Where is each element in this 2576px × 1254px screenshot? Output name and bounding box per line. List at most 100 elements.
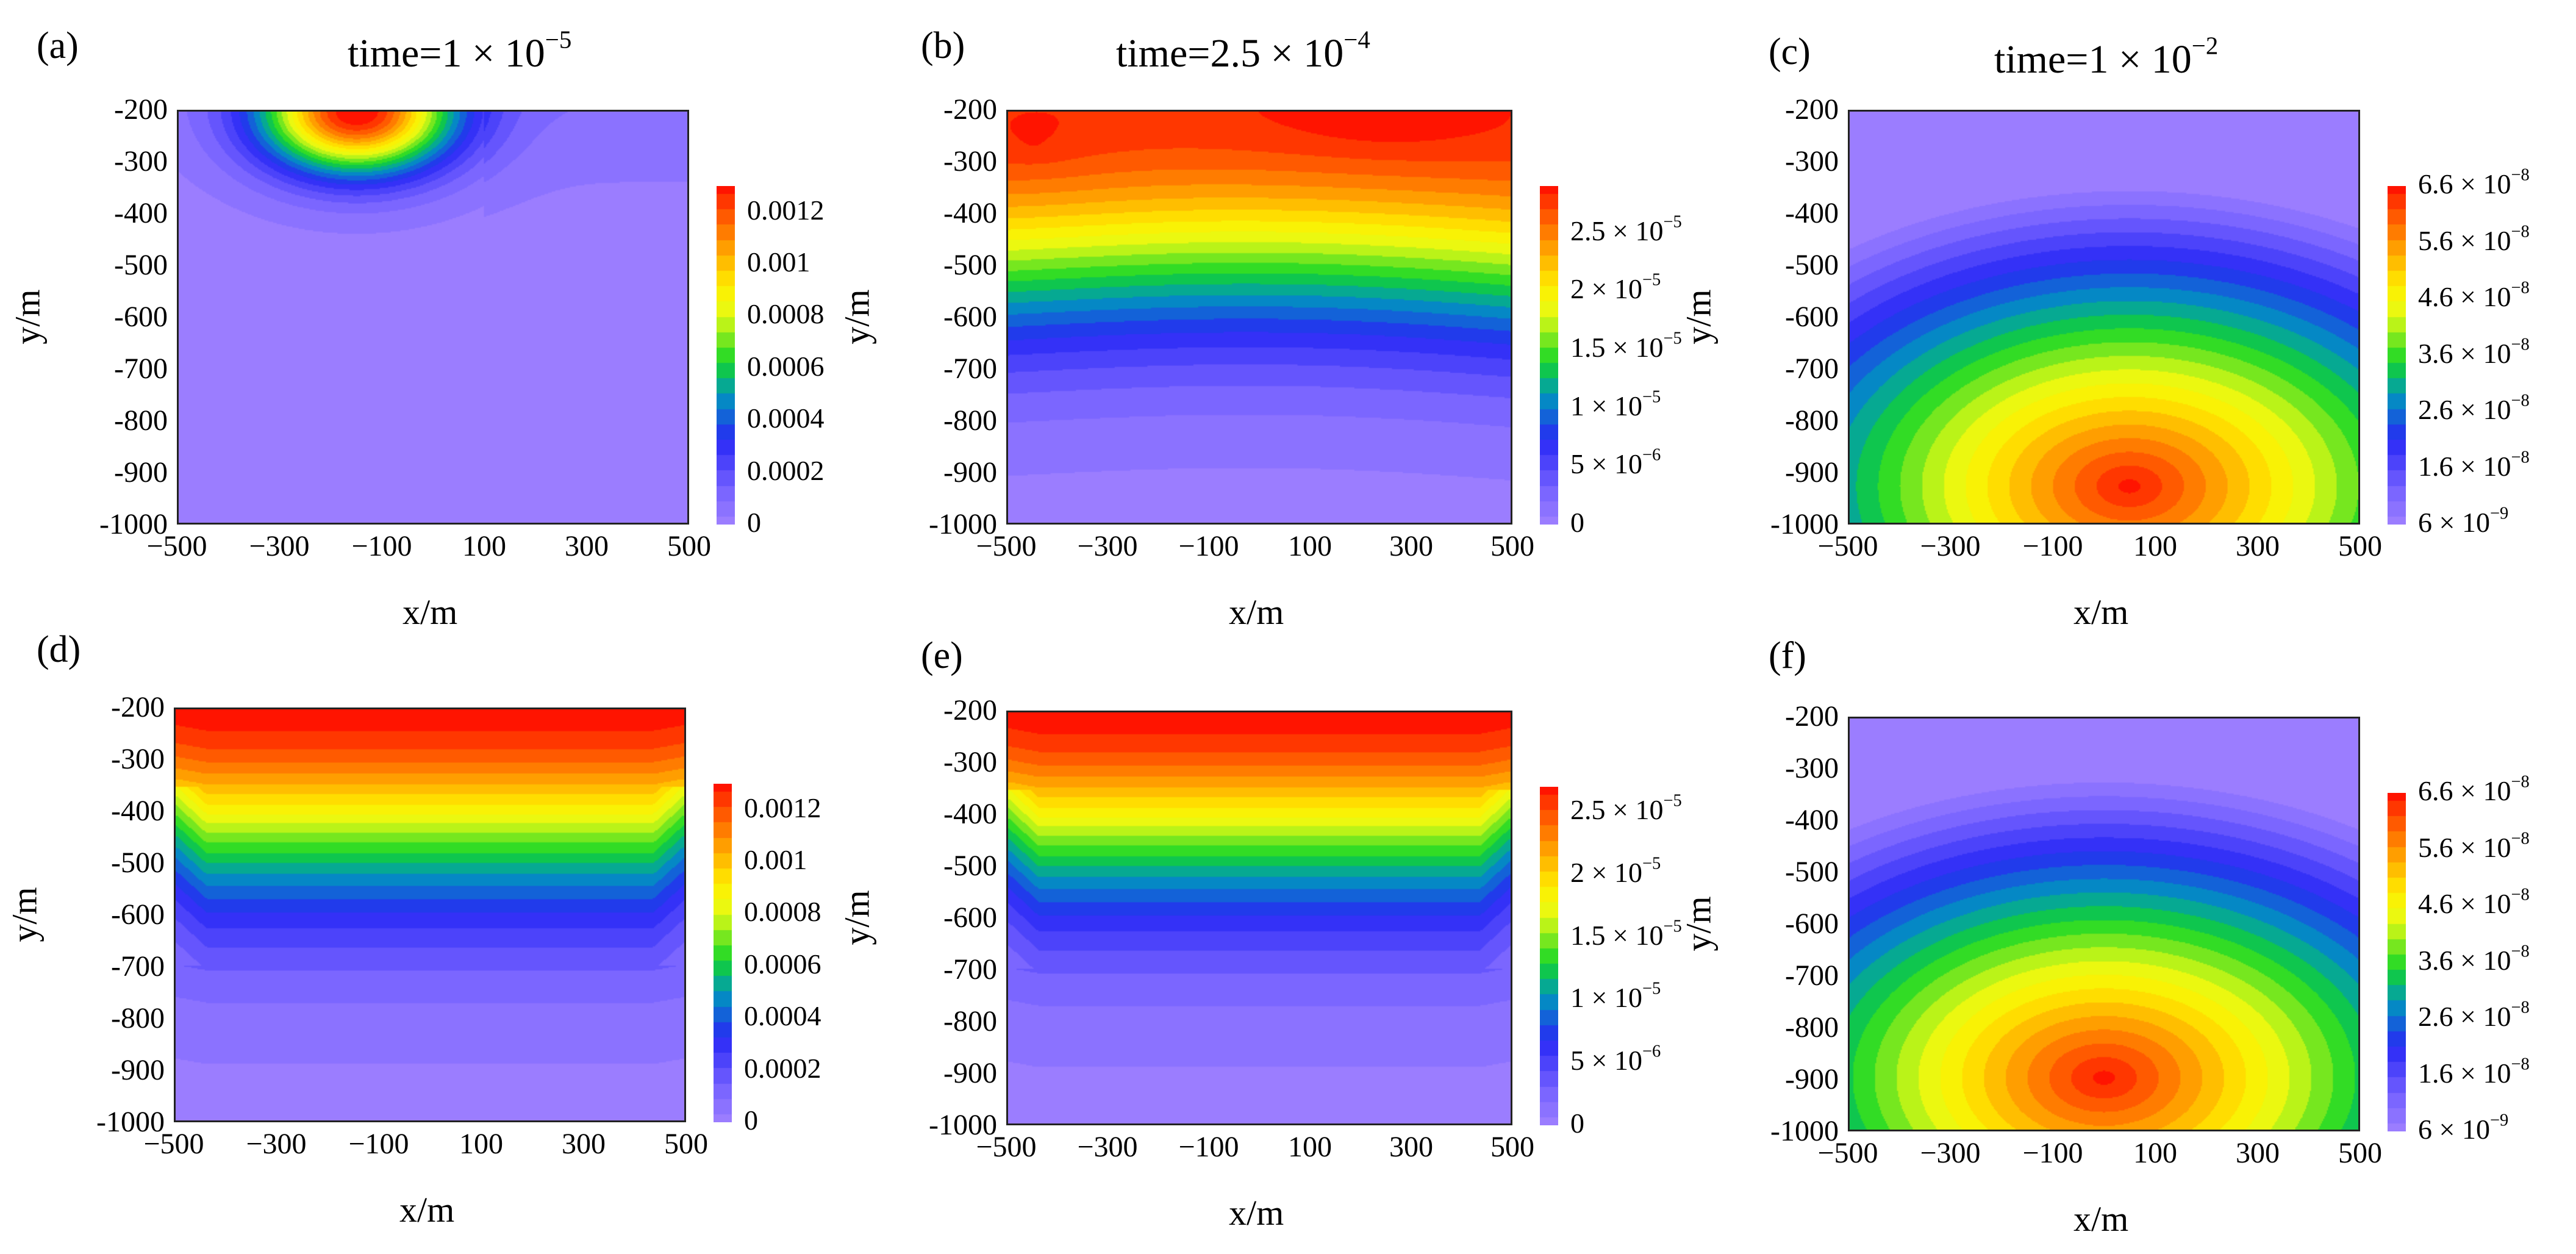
x-tick-label: 500 (664, 1128, 708, 1160)
x-tick-label: −500 (143, 1128, 204, 1160)
x-tick-label: 500 (2338, 530, 2382, 562)
y-tick-label: -1000 (929, 1109, 997, 1141)
colorbar-tick-label: 0.0002 (747, 454, 825, 486)
x-tick-label: 100 (2133, 1137, 2177, 1169)
x-tick-label: −100 (1178, 530, 1239, 562)
colorbar-tick-label: 2 × 10−5 (1570, 270, 1661, 305)
x-tick-label: 500 (1490, 530, 1534, 562)
y-axis-label: y/m (837, 890, 877, 945)
y-axis-label: y/m (1678, 289, 1719, 345)
y-tick-label: -600 (943, 901, 997, 934)
x-tick-label: 500 (667, 530, 711, 562)
x-tick-label: 300 (562, 1128, 606, 1160)
x-tick-label: 100 (462, 530, 506, 562)
colorbar-tick-label: 6.6 × 10−8 (2418, 165, 2530, 199)
y-tick-label: -900 (943, 1057, 997, 1089)
contour-plot (174, 708, 686, 1122)
colorbar-tick-label: 5 × 10−6 (1570, 445, 1661, 480)
y-tick-label: -600 (1785, 908, 1839, 940)
x-tick-label: −300 (1920, 1137, 1981, 1169)
panel-title: time=1 × 10−2 (1994, 32, 2219, 82)
colorbar-tick-label: 3.6 × 10−8 (2418, 942, 2530, 976)
y-tick-label: -1000 (96, 1106, 165, 1138)
y-tick-label: -200 (1785, 700, 1839, 733)
y-tick-label: -200 (1785, 93, 1839, 126)
panel-label: (f) (1769, 635, 1806, 676)
y-tick-label: -900 (114, 456, 168, 489)
y-tick-label: -300 (1785, 752, 1839, 784)
x-tick-label: 500 (1490, 1131, 1534, 1163)
x-tick-label: −300 (1077, 1131, 1138, 1163)
x-tick-label: 500 (2338, 1137, 2382, 1169)
colorbar (2388, 186, 2406, 525)
contour-plot (1006, 110, 1512, 525)
y-tick-label: -300 (1785, 145, 1839, 177)
panel-label: (b) (921, 25, 965, 66)
y-tick-label: -200 (943, 694, 997, 726)
colorbar-tick-label: 1 × 10−5 (1570, 387, 1661, 421)
colorbar-tick-label: 1.6 × 10−8 (2418, 1055, 2530, 1089)
y-tick-label: -300 (943, 145, 997, 177)
colorbar-tick-label: 6 × 10−9 (2418, 1111, 2509, 1145)
colorbar-tick-label: 5.6 × 10−8 (2418, 829, 2530, 863)
y-tick-label: -400 (111, 795, 165, 827)
colorbar-tick-label: 0.0002 (744, 1052, 821, 1084)
colorbar-tick-label: 0 (747, 507, 761, 538)
x-tick-label: −100 (348, 1128, 409, 1160)
y-tick-label: -300 (943, 746, 997, 778)
colorbar-tick-label: 0.0008 (747, 298, 825, 330)
x-tick-label: −500 (146, 530, 207, 562)
y-axis-label: y/m (837, 289, 877, 345)
x-tick-label: −300 (1920, 530, 1981, 562)
y-tick-label: -400 (114, 197, 168, 229)
contour-field (1850, 718, 2358, 1130)
y-axis-label: y/m (1678, 896, 1719, 951)
colorbar-tick-label: 0.001 (747, 246, 810, 278)
colorbar (714, 784, 732, 1122)
y-tick-label: -700 (114, 353, 168, 385)
colorbar-tick-label: 5.6 × 10−8 (2418, 222, 2530, 256)
panel-title: time=1 × 10−5 (348, 26, 572, 76)
contour-plot (1006, 711, 1512, 1125)
colorbar-tick-label: 0.0006 (744, 948, 821, 980)
contour-field (179, 112, 687, 523)
y-tick-label: -500 (114, 249, 168, 281)
colorbar-tick-label: 6.6 × 10−8 (2418, 772, 2530, 806)
panel-label: (d) (37, 629, 81, 670)
x-tick-label: 300 (2236, 530, 2280, 562)
panel-label: (e) (921, 635, 963, 676)
colorbar-tick-label: 0 (744, 1105, 758, 1136)
y-tick-label: -400 (943, 798, 997, 830)
x-tick-label: 100 (459, 1128, 503, 1160)
x-tick-label: −500 (1817, 1137, 1878, 1169)
colorbar-tick-label: 1.6 × 10−8 (2418, 448, 2530, 482)
x-tick-label: −500 (976, 1131, 1037, 1163)
y-tick-label: -800 (1785, 1011, 1839, 1044)
y-tick-label: -500 (1785, 856, 1839, 888)
x-axis-label: x/m (402, 592, 458, 632)
x-tick-label: 300 (565, 530, 609, 562)
contour-plot (1848, 717, 2360, 1131)
y-tick-label: -600 (111, 898, 165, 931)
y-tick-label: -700 (111, 950, 165, 983)
colorbar-tick-label: 0.0004 (744, 1000, 821, 1032)
y-tick-label: -900 (1785, 456, 1839, 489)
colorbar-tick-label: 6 × 10−9 (2418, 504, 2509, 538)
x-tick-label: −100 (351, 530, 412, 562)
y-tick-label: -200 (111, 691, 165, 723)
x-axis-label: x/m (1229, 1193, 1284, 1233)
y-tick-label: -1000 (1770, 508, 1839, 540)
x-tick-label: −500 (1817, 530, 1878, 562)
y-tick-label: -900 (111, 1054, 165, 1086)
x-tick-label: −300 (1077, 530, 1138, 562)
colorbar-tick-label: 5 × 10−6 (1570, 1042, 1661, 1077)
colorbar-tick-label: 2 × 10−5 (1570, 854, 1661, 888)
contour-field (176, 709, 684, 1120)
colorbar-tick-label: 2.6 × 10−8 (2418, 391, 2530, 425)
colorbar (717, 186, 735, 525)
y-tick-label: -300 (111, 743, 165, 775)
colorbar-tick-label: 1.5 × 10−5 (1570, 329, 1682, 363)
y-tick-label: -200 (114, 93, 168, 126)
x-tick-label: −100 (2022, 530, 2083, 562)
x-tick-label: 100 (1288, 1131, 1332, 1163)
